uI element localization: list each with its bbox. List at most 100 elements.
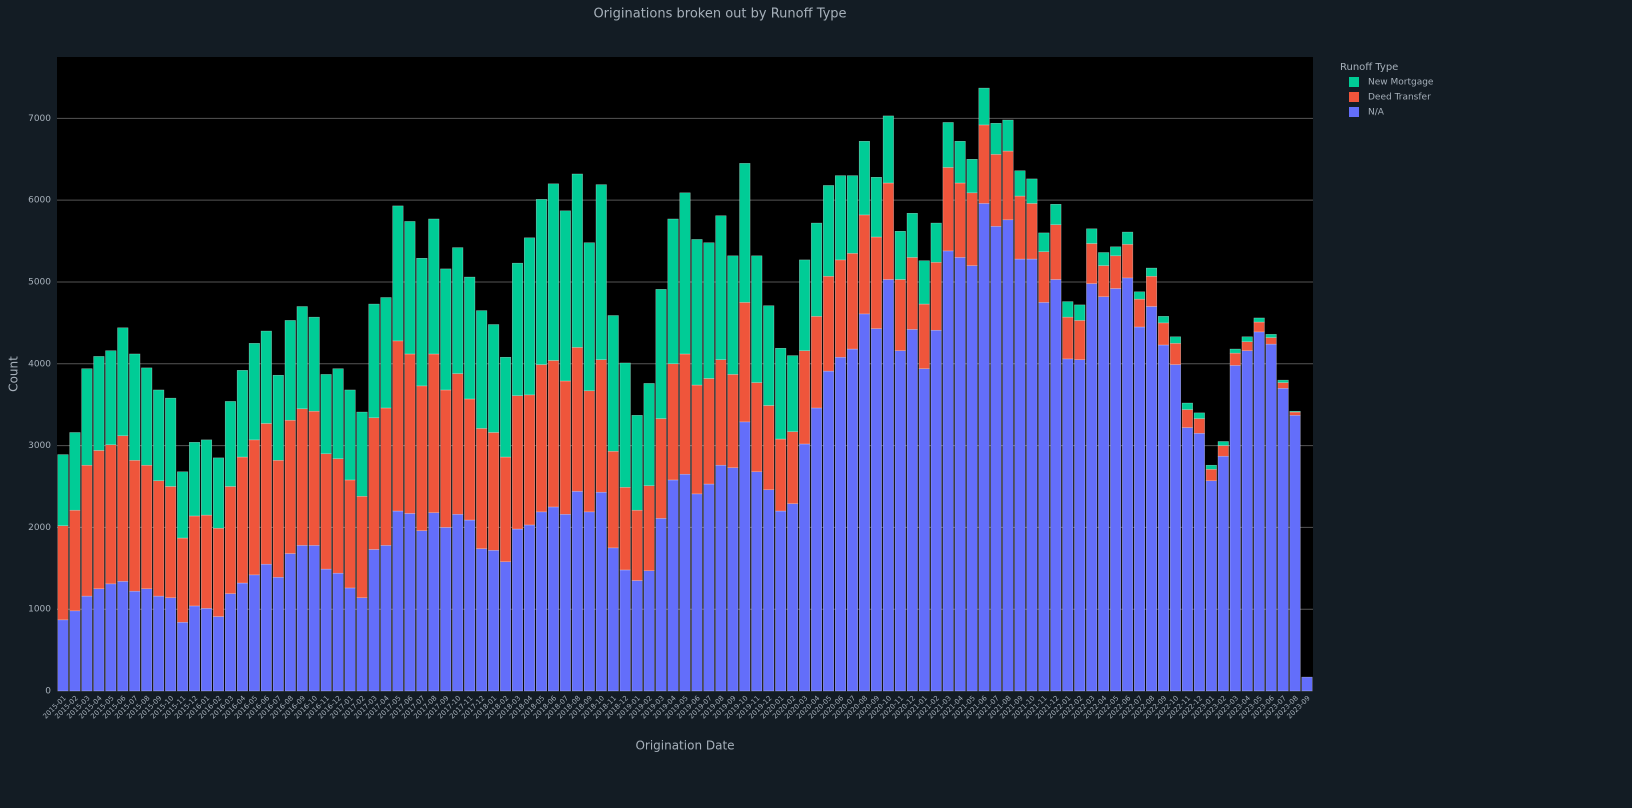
bar-segment [284,419,296,554]
bar-segment [224,401,236,487]
bar-segment [344,479,356,589]
bar-segment [1002,219,1014,692]
bar-segment [380,407,392,546]
bar-segment [906,257,918,330]
bar-segment [990,123,1002,155]
bar-segment [1193,433,1205,692]
bar-segment [751,382,763,473]
bar-segment [954,141,966,184]
bar-segment [69,509,81,612]
bar-segment [655,518,667,692]
bar-segment [1157,322,1169,346]
bar-segment [739,421,751,692]
bar-segment [344,389,356,481]
bar-segment [1157,316,1169,324]
bar-segment [380,545,392,692]
bar-segment [858,313,870,692]
bar-segment [189,515,201,607]
bar-segment [153,480,165,597]
bar-segment [667,363,679,481]
bar-segment [177,622,189,692]
bar-segment [1265,334,1277,338]
bar-segment [320,374,332,455]
bar-segment [595,359,607,493]
bar-segment [177,471,189,539]
bar-segment [811,407,823,692]
bar-segment [1122,244,1134,279]
bar-segment [368,549,380,692]
bar-segment [918,368,930,692]
bar-segment [189,442,201,517]
chart-title: Originations broken out by Runoff Type [593,7,846,22]
bar-segment [775,438,787,512]
bar-segment [846,175,858,254]
bar-segment [775,510,787,692]
bar-segment [117,327,129,437]
bar-segment [392,510,404,692]
bar-segment [488,324,500,433]
y-tick-label: 0 [45,687,51,697]
bar-segment [727,467,739,692]
bar-segment [619,569,631,692]
bar-segment [1110,255,1122,289]
bar-segment [1193,418,1205,434]
bar-segment [201,514,213,609]
bar-segment [404,221,416,355]
bar-segment [990,154,1002,227]
bar-segment [607,315,619,452]
bar-segment [834,356,847,692]
bar-segment [679,473,691,692]
bar-segment [1146,267,1158,277]
bar-segment [500,561,512,692]
bar-segment [81,595,93,692]
bar-segment [452,247,464,374]
bar-segment [512,395,524,530]
bar-segment [57,525,69,621]
bar-segment [1002,150,1014,221]
bar-segment [308,545,320,692]
bar-segment [631,580,643,692]
bar-segment [1002,119,1014,152]
bar-segment [523,237,536,396]
bar-segment [894,350,906,692]
bar-segment [272,374,284,461]
bar-segment [1110,246,1122,257]
bar-segment [823,185,835,277]
bar-segment [452,373,464,515]
bar-segment [1062,358,1074,692]
bar-segment [966,265,978,692]
bar-segment [57,454,69,527]
bar-segment [1098,265,1110,297]
bar-segment [69,610,81,692]
bar-segment [1014,170,1026,197]
bar-segment [488,550,500,692]
bar-segment [1050,279,1062,692]
bar-segment [906,329,918,692]
bar-segment [1134,291,1146,300]
bar-segment [1241,341,1253,351]
bar-segment [535,364,547,513]
bar-segment [344,587,356,692]
bar-segment [870,177,882,238]
bar-segment [799,350,811,445]
legend-label: New Mortgage [1368,78,1434,88]
y-tick-label: 6000 [28,196,51,206]
bar-segment [571,347,583,492]
bar-segment [165,397,177,487]
bar-segment [751,471,763,692]
bar-segment [320,568,332,692]
bar-segment [1098,296,1110,692]
bar-segment [1229,348,1241,354]
bar-segment [332,458,344,574]
bar-segment [571,173,583,348]
y-tick-label: 4000 [28,359,51,369]
bar-segment [296,408,308,546]
bar-segment [1014,258,1026,692]
bar-segment [763,305,775,406]
bar-segment [1122,277,1134,692]
bar-segment [440,527,452,692]
bar-segment [823,275,835,372]
bar-segment [1301,676,1313,692]
bar-segment [643,383,655,486]
bar-segment [679,353,691,475]
